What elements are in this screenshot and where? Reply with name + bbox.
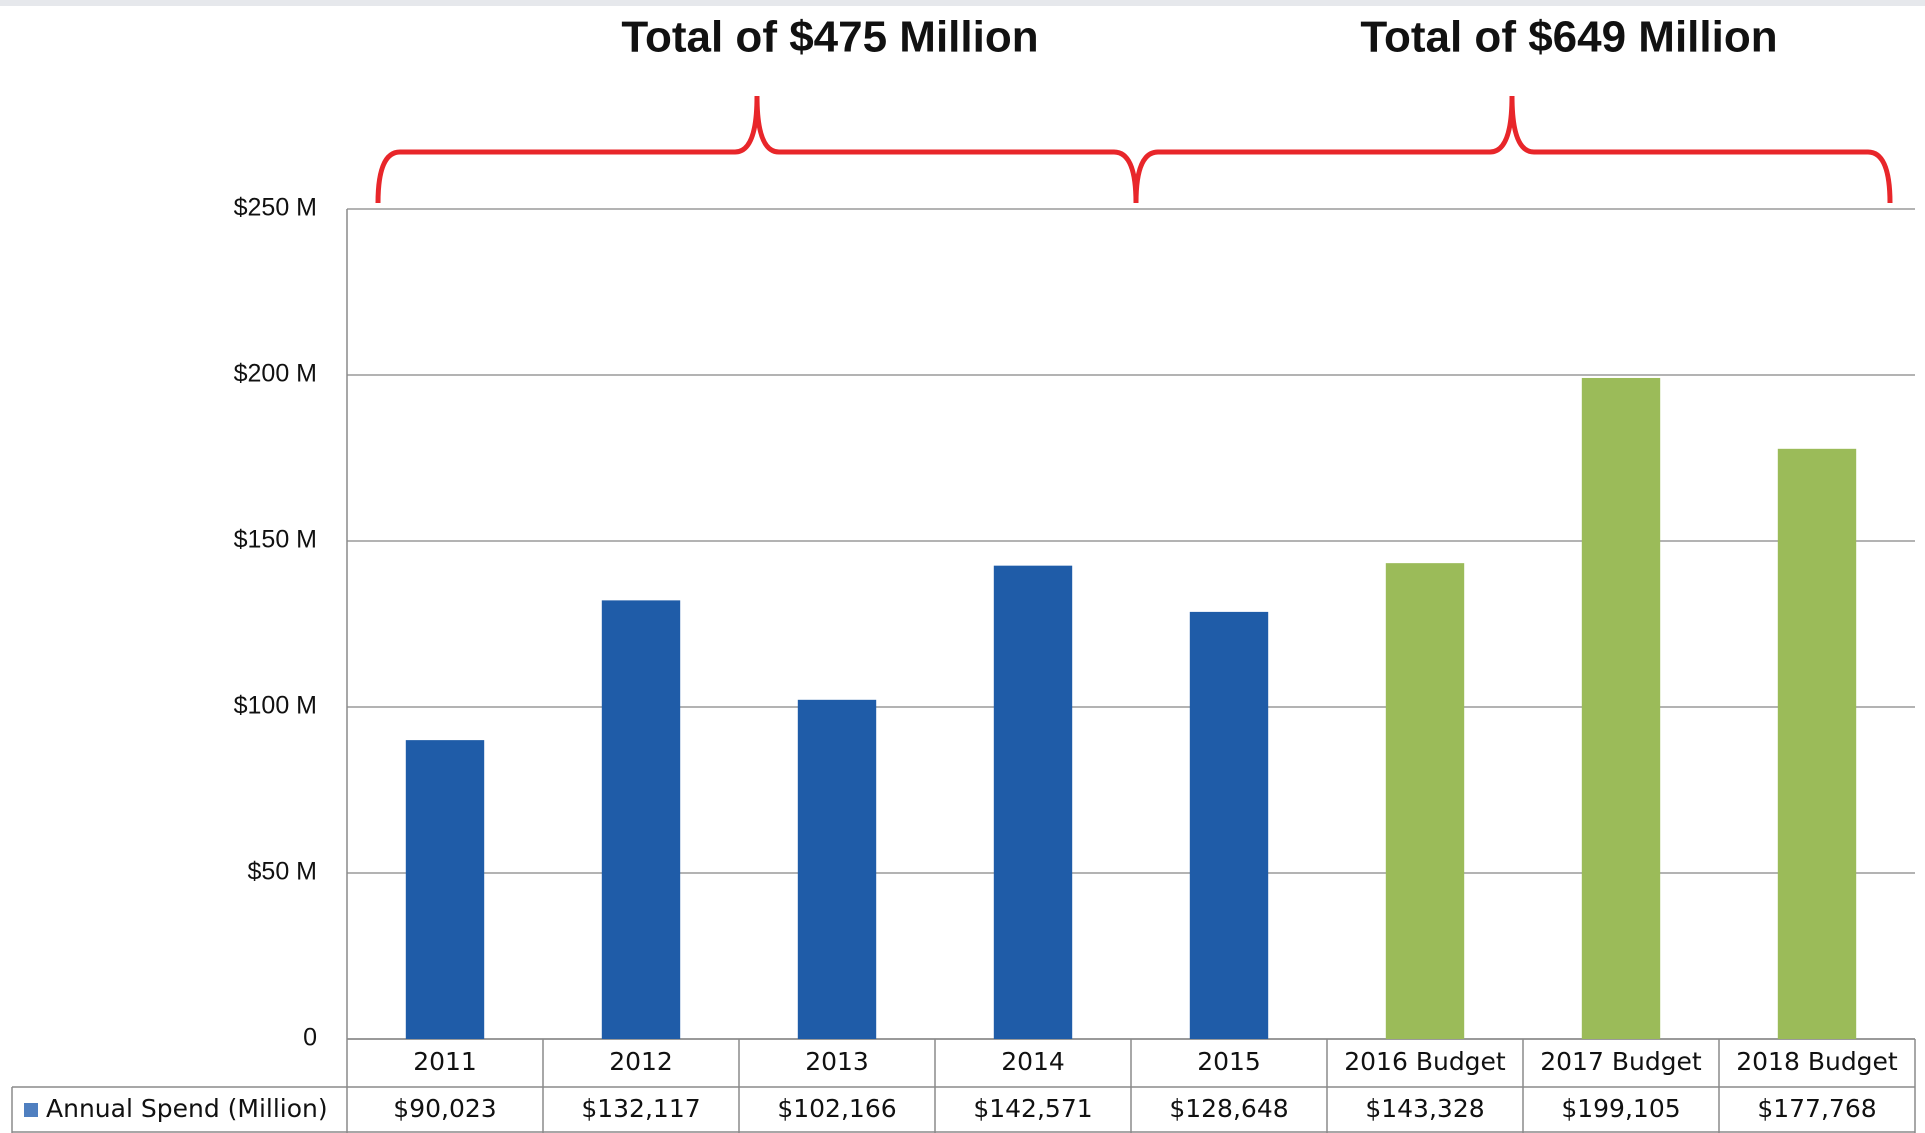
bar <box>405 740 485 1039</box>
x-tick-label: 2011 <box>413 1047 477 1076</box>
bar <box>601 600 681 1039</box>
data-label: $128,648 <box>1169 1094 1288 1123</box>
bar <box>797 699 877 1039</box>
brace <box>1133 95 1893 204</box>
data-label: $177,768 <box>1757 1094 1876 1123</box>
x-tick-label: 2015 <box>1197 1047 1261 1076</box>
bar <box>1189 611 1269 1039</box>
y-tick-label: 0 <box>303 1024 317 1052</box>
x-tick-label: 2014 <box>1001 1047 1065 1076</box>
y-tick-label: $200 M <box>234 360 317 388</box>
bar <box>993 565 1073 1039</box>
annotation: Total of $649 Million <box>1360 13 1777 62</box>
data-label: $199,105 <box>1561 1094 1680 1123</box>
data-label: $143,328 <box>1365 1094 1484 1123</box>
annotation: Total of $475 Million <box>621 13 1038 62</box>
y-tick-label: $100 M <box>234 692 317 720</box>
data-label: $102,166 <box>777 1094 896 1123</box>
bar <box>1581 377 1661 1039</box>
legend-label: Annual Spend (Million) <box>46 1094 328 1123</box>
x-tick-label: 2016 Budget <box>1344 1047 1506 1076</box>
x-tick-label: 2012 <box>609 1047 673 1076</box>
bar <box>1777 448 1857 1039</box>
bar <box>1385 563 1465 1039</box>
legend-key <box>24 1103 38 1117</box>
data-label: $90,023 <box>393 1094 496 1123</box>
y-tick-label: $250 M <box>234 194 317 222</box>
top-strip <box>0 0 1925 6</box>
data-label: $142,571 <box>973 1094 1092 1123</box>
y-tick-label: $50 M <box>248 858 317 886</box>
y-tick-label: $150 M <box>234 526 317 554</box>
data-label: $132,117 <box>581 1094 700 1123</box>
x-tick-label: 2017 Budget <box>1540 1047 1702 1076</box>
x-tick-label: 2013 <box>805 1047 869 1076</box>
brace <box>375 95 1139 204</box>
x-tick-label: 2018 Budget <box>1736 1047 1898 1076</box>
